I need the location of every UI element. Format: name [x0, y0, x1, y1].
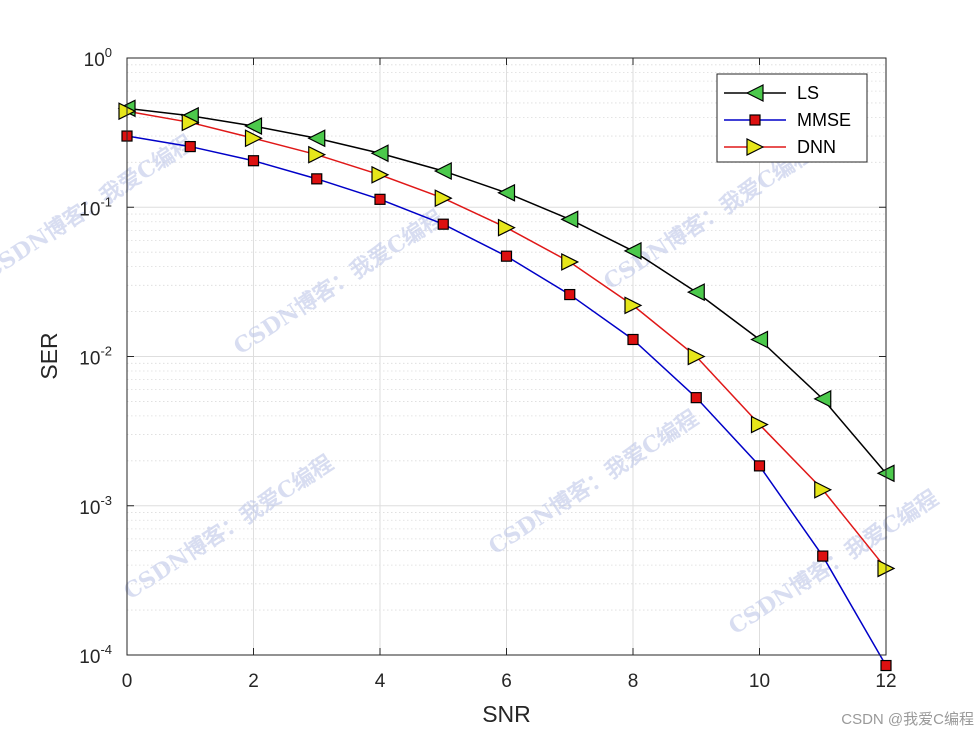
mmse-data-point	[247, 155, 260, 167]
dnn-data-point	[497, 218, 516, 237]
dnn-data-point	[181, 113, 200, 132]
x-axis-label: SNR	[482, 701, 531, 727]
watermark-credit: CSDN @我爱C编程	[841, 711, 974, 728]
mmse-data-point	[753, 460, 766, 472]
x-tick-label: 4	[375, 671, 386, 692]
mmse-data-point	[311, 173, 323, 185]
ls-data-point	[623, 241, 642, 260]
x-tick-label: 0	[122, 671, 133, 692]
legend-label-mmse: MMSE	[797, 110, 851, 130]
legend-marker-dnn	[746, 138, 765, 156]
legend: LS MMSE DNN	[716, 73, 868, 163]
y-tick-label: 100	[84, 45, 112, 71]
ls-data-point	[244, 117, 263, 136]
legend-marker-mmse	[749, 114, 761, 126]
x-tick-label: 6	[501, 671, 512, 692]
dnn-data-point	[814, 480, 833, 499]
dnn-data-point	[750, 415, 769, 434]
mmse-data-point	[627, 333, 639, 346]
x-tick-labels: 0 2 4 6 8 10 12	[122, 58, 897, 692]
mmse-data-point	[184, 140, 196, 153]
legend-label-dnn: DNN	[797, 137, 836, 157]
ls-data-point	[750, 330, 769, 349]
mmse-data-point	[564, 288, 576, 301]
mmse-data-point	[437, 218, 449, 230]
legend-label-ls: LS	[797, 83, 819, 103]
y-tick-label: 10-1	[79, 194, 112, 220]
dnn-data-point	[434, 189, 453, 208]
x-tick-label: 12	[875, 671, 896, 692]
ls-data-point	[433, 162, 452, 180]
legend-marker-ls	[745, 84, 764, 102]
dnn-data-point	[561, 252, 580, 271]
y-tick-labels: 100 10-1 10-2 10-3 10-4	[79, 45, 886, 668]
x-tick-label: 10	[749, 671, 770, 692]
y-tick-label: 10-4	[79, 642, 112, 668]
y-tick-label: 10-3	[79, 493, 112, 519]
dnn-data-point	[244, 129, 263, 148]
mmse-data-point	[817, 550, 829, 562]
y-tick-label: 10-2	[79, 344, 112, 370]
watermark-text: CSDN博客：我爱C编程	[724, 485, 943, 640]
mmse-data-point	[690, 392, 702, 404]
mmse-data-point	[500, 250, 513, 262]
watermark-text: CSDN博客：我爱C编程	[484, 405, 703, 560]
ls-data-point	[370, 144, 389, 163]
mmse-data-point	[374, 193, 386, 205]
x-tick-label: 2	[248, 671, 259, 692]
watermark-text: CSDN博客：我爱C编程	[599, 140, 818, 295]
watermark-text: CSDN博客：我爱C编程	[119, 450, 338, 605]
dnn-data-point	[308, 145, 327, 164]
dnn-data-point	[371, 165, 390, 184]
watermark-text: CSDN博客：我爱C编程	[229, 205, 448, 360]
y-axis-label: SER	[36, 332, 62, 379]
x-tick-label: 8	[628, 671, 639, 692]
dnn-data-point	[624, 296, 643, 315]
ls-data-point	[560, 210, 579, 229]
ls-data-point	[497, 183, 516, 202]
ls-data-point	[813, 389, 832, 408]
dnn-data-point	[687, 347, 706, 366]
ls-data-point	[307, 129, 326, 148]
mmse-data-point	[880, 659, 892, 672]
ls-data-point	[686, 283, 705, 302]
